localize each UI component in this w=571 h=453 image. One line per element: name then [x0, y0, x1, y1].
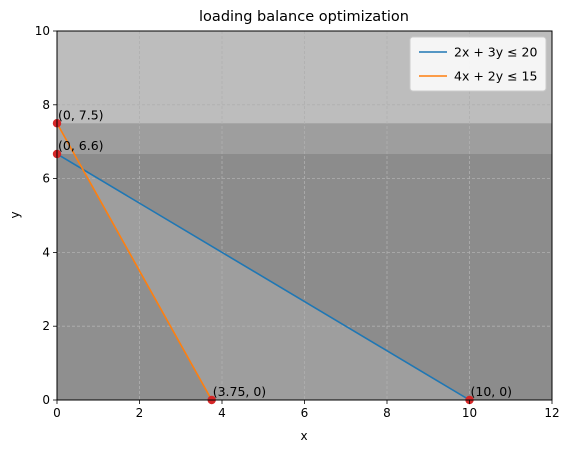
legend-label-2: 4x + 2y ≤ 15 [454, 69, 537, 84]
legend-box [409, 36, 547, 92]
x-tick-label: 2 [136, 406, 144, 420]
y-tick-label: 0 [42, 393, 50, 407]
y-tick-label: 10 [35, 24, 50, 38]
x-tick-label: 4 [218, 406, 226, 420]
point-label: (0, 7.5) [58, 107, 104, 122]
point-label: (3.75, 0) [213, 384, 267, 399]
ticks: 0 2 4 6 8 10 12 0 2 4 6 8 10 [35, 24, 560, 420]
y-axis-label: y [8, 211, 22, 218]
series-lines [56, 122, 470, 401]
y-tick-label: 2 [42, 319, 50, 333]
series-line-1 [56, 153, 470, 401]
point-label: (0, 6.6) [58, 138, 104, 153]
legend: 2x + 3y ≤ 20 4x + 2y ≤ 15 [409, 36, 547, 92]
x-axis-label: x [300, 429, 307, 443]
chart-title: loading balance optimization [199, 9, 409, 25]
x-tick-label: 8 [383, 406, 391, 420]
x-tick-label: 12 [544, 406, 559, 420]
x-tick-label: 10 [462, 406, 477, 420]
legend-label-1: 2x + 3y ≤ 20 [454, 45, 537, 60]
y-tick-label: 6 [42, 172, 50, 186]
x-tick-label: 0 [53, 406, 61, 420]
y-tick-label: 4 [42, 245, 50, 259]
series-line-2 [56, 122, 213, 401]
x-tick-label: 6 [301, 406, 309, 420]
y-tick-label: 8 [42, 98, 50, 112]
points: (0, 7.5) (0, 6.6) (3.75, 0) (10, 0) [52, 107, 513, 405]
point-label: (10, 0) [471, 384, 513, 399]
